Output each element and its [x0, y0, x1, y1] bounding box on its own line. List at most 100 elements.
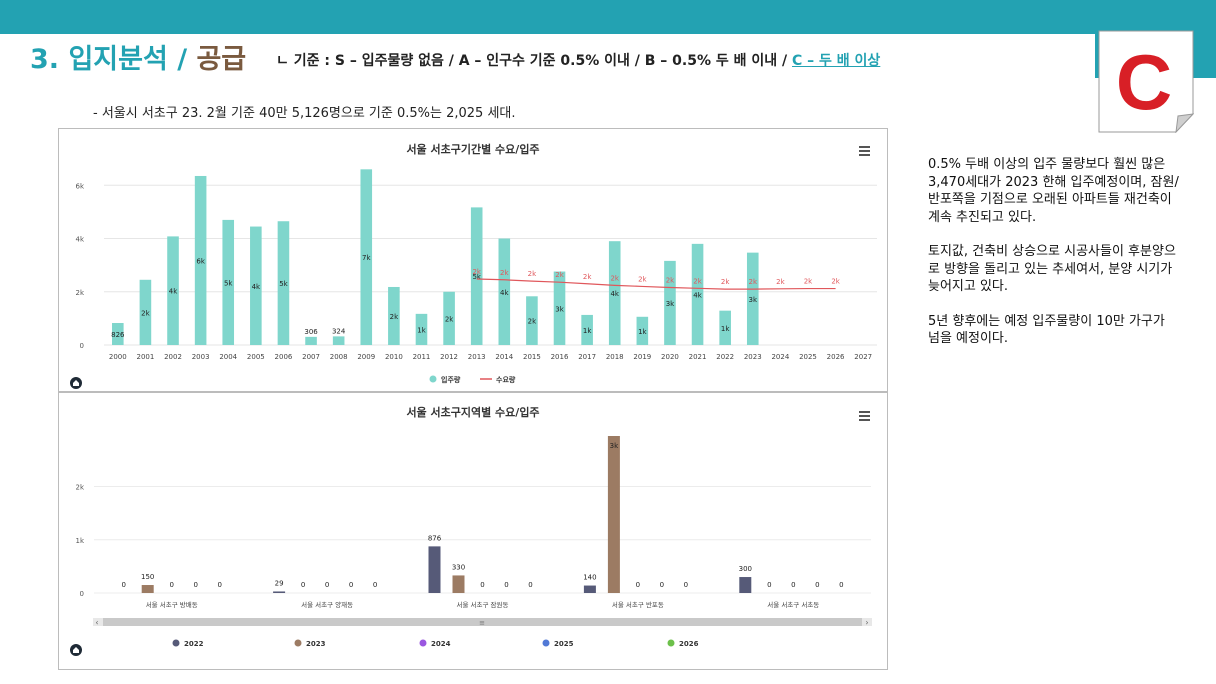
bar-value-label: 0 — [767, 581, 771, 589]
bar-value-label: 1k — [638, 328, 647, 336]
y-tick-label: 1k — [75, 537, 84, 545]
bar-move-in — [415, 313, 428, 345]
bar-value-label: 0 — [660, 581, 664, 589]
bar-value-label: 0 — [349, 581, 353, 589]
bar-value-label: 324 — [332, 327, 346, 335]
demand-line — [476, 278, 836, 290]
bar-move-in — [664, 260, 676, 345]
chart-menu-icon[interactable] — [859, 411, 870, 421]
line-value-label: 2k — [555, 271, 564, 279]
bar-value-label: 4k — [693, 291, 702, 299]
x-tick-label: 2010 — [385, 353, 403, 361]
x-tick-label: 2025 — [799, 353, 817, 361]
scrollbar-thumb[interactable] — [103, 618, 862, 626]
bar-value-label: 2k — [528, 318, 537, 326]
legend-marker-2025[interactable] — [542, 639, 550, 647]
bar-value-label: 0 — [504, 581, 508, 589]
bar-value-label: 0 — [217, 581, 221, 589]
bar-move-in — [388, 286, 400, 345]
bar-value-label: 140 — [583, 574, 596, 582]
bar-value-label: 0 — [325, 581, 329, 589]
bar-move-in — [332, 336, 345, 345]
criteria-text: ㄴ 기준 : S – 입주물량 없음 / A – 인구수 기준 0.5% 이내 … — [276, 53, 793, 69]
region-chart-panel: 서울 서초구지역별 수요/입주 0 1k 2k 서울 서초구 방배동 0 150 0 0 0 서울 … — [58, 392, 888, 670]
bar-2023 — [607, 436, 620, 593]
legend-label-2025: 2025 — [554, 640, 574, 648]
x-tick-label: 2027 — [854, 353, 872, 361]
bar-value-label: 5k — [472, 273, 481, 281]
bar-value-label: 150 — [141, 573, 154, 581]
bar-value-label: 0 — [169, 581, 173, 589]
chart-title: 서울 서초구지역별 수요/입주 — [406, 405, 539, 419]
legend-marker-2026[interactable] — [667, 639, 675, 647]
line-value-label: 2k — [500, 269, 509, 277]
bar-move-in — [277, 221, 290, 345]
x-tick-label: 2024 — [771, 353, 789, 361]
x-tick-label: 2014 — [495, 353, 513, 361]
scroll-left-icon: ‹ — [95, 618, 98, 627]
bar-move-in — [581, 314, 593, 345]
bar-move-in — [719, 310, 731, 345]
grade-criteria: ㄴ 기준 : S – 입주물량 없음 / A – 인구수 기준 0.5% 이내 … — [276, 50, 880, 70]
bar-value-label: 5k — [224, 279, 233, 287]
bar-move-in — [691, 243, 704, 345]
bar-value-label: 826 — [111, 331, 125, 339]
bar-2022 — [739, 577, 752, 593]
bar-value-label: 0 — [791, 581, 795, 589]
analysis-paragraph-2: 토지값, 건축비 상승으로 시공사들이 후분양으로 방향을 돌리고 있는 추세여… — [928, 244, 1176, 294]
bar-value-label: 29 — [275, 579, 284, 587]
bar-2022 — [583, 585, 596, 593]
bar-move-in — [139, 279, 152, 345]
x-tick-label: 2003 — [192, 353, 210, 361]
line-value-label: 2k — [721, 278, 730, 286]
x-tick-label: 2005 — [247, 353, 265, 361]
bar-value-label: 1k — [417, 326, 426, 334]
chart-title: 서울 서초구기간별 수요/입주 — [406, 142, 539, 156]
bar-move-in — [360, 169, 373, 345]
bar-value-label: 4k — [500, 289, 509, 297]
x-tick-label: 2019 — [633, 353, 651, 361]
legend-label-move-in: 입주량 — [441, 375, 461, 384]
population-note: - 서울시 서초구 23. 2월 기준 40만 5,126명으로 기준 0.5%… — [93, 106, 516, 121]
line-value-label: 2k — [583, 273, 592, 281]
scroll-grip-icon: ≡ — [479, 619, 485, 627]
line-value-label: 2k — [610, 274, 619, 282]
region-chart: 서울 서초구지역별 수요/입주 0 1k 2k 서울 서초구 방배동 0 150 0 0 0 서울 … — [70, 405, 872, 656]
home-icon — [70, 644, 82, 656]
bar-value-label: 3k — [666, 300, 675, 308]
title-accent: 공급 — [196, 44, 247, 75]
analysis-paragraph-1: 0.5% 두배 이상의 입주 물량보다 훨씬 많은 3,470세대가 2023 … — [928, 157, 1179, 225]
period-chart: 서울 서초구기간별 수요/입주 0 2k 4k 6k 2000 826 2001 2k 2002 4… — [70, 142, 877, 389]
x-tick-label: 2022 — [716, 353, 734, 361]
line-value-label: 2k — [749, 278, 758, 286]
grade-letter: C — [1116, 38, 1172, 126]
bar-value-label: 6k — [196, 257, 205, 265]
x-tick-label: 2026 — [827, 353, 845, 361]
legend-label-demand: 수요량 — [496, 375, 516, 384]
legend-label-2022: 2022 — [184, 640, 204, 648]
bar-move-in — [470, 207, 483, 345]
bar-move-in — [443, 291, 455, 345]
bar-value-label: 4k — [252, 283, 261, 291]
x-tick-label: 서울 서초구 반포동 — [612, 600, 664, 609]
y-tick-label: 0 — [80, 342, 84, 350]
line-value-label: 2k — [693, 277, 702, 285]
legend-marker-2022[interactable] — [172, 639, 180, 647]
legend-label-2024: 2024 — [431, 640, 451, 648]
x-tick-label: 2013 — [468, 353, 486, 361]
x-tick-label: 2012 — [440, 353, 458, 361]
legend-marker-move-in[interactable] — [429, 375, 437, 383]
bar-move-in — [608, 241, 621, 345]
legend-marker-2024[interactable] — [419, 639, 427, 647]
bar-move-in — [167, 236, 179, 345]
chart-menu-icon[interactable] — [859, 146, 870, 156]
x-tick-label: 2002 — [164, 353, 182, 361]
x-tick-label: 2018 — [606, 353, 624, 361]
y-tick-label: 2k — [75, 484, 84, 492]
x-tick-label: 2000 — [109, 353, 127, 361]
bar-value-label: 330 — [452, 563, 465, 571]
x-tick-label: 2023 — [744, 353, 762, 361]
bar-move-in — [636, 316, 649, 345]
legend-marker-2023[interactable] — [294, 639, 302, 647]
bar-value-label: 0 — [373, 581, 377, 589]
